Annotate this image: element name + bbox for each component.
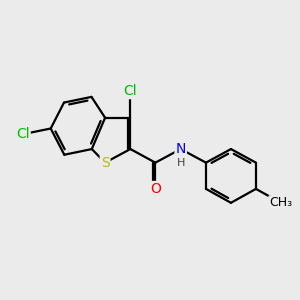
Text: Cl: Cl (16, 127, 30, 141)
Text: Cl: Cl (124, 84, 137, 98)
Text: O: O (150, 182, 161, 196)
Text: N: N (176, 142, 186, 156)
Text: H: H (176, 158, 185, 168)
Text: S: S (101, 156, 110, 170)
Text: CH₃: CH₃ (269, 196, 292, 209)
